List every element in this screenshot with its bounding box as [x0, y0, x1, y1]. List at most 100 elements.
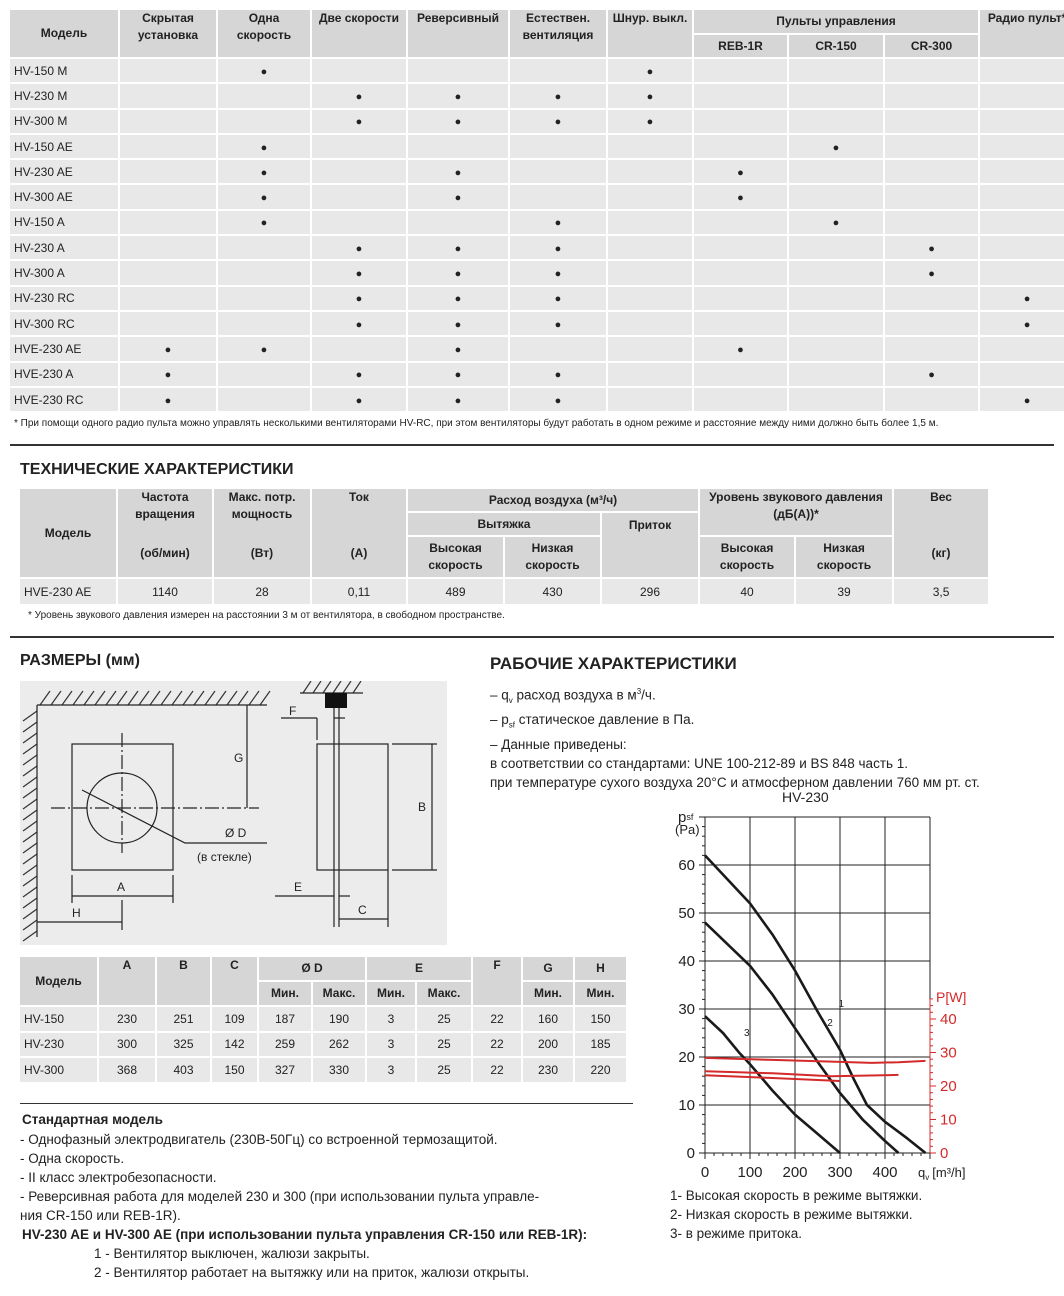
- dh-d: Ø D: [259, 957, 365, 980]
- pressure-curve-1: [704, 854, 927, 1155]
- feature-cell: [885, 286, 979, 310]
- model-cell: HVE-230 A: [10, 362, 118, 386]
- feature-cell: [885, 160, 979, 184]
- feature-cell: ●: [408, 236, 508, 260]
- feature-cell: [789, 337, 883, 361]
- col-two-speed: Две скорости: [312, 10, 406, 57]
- feature-mark: ●: [355, 90, 363, 103]
- dim-cell: 109: [212, 1007, 257, 1031]
- tech-table: Модель Частота вращения (об/мин) Макс. по…: [18, 487, 990, 606]
- perf-note-data: – Данные приведены:: [490, 736, 627, 752]
- feature-cell: [789, 387, 883, 412]
- feature-cell: [789, 185, 883, 209]
- dim-cell: HV-150: [20, 1007, 97, 1031]
- table-row: HV-230 300 325 142 259 262 3 25 22 200 185: [20, 1032, 627, 1056]
- feature-mark: ●: [164, 369, 172, 382]
- label-h: H: [72, 906, 81, 920]
- model-cell: HV-300 AE: [10, 185, 118, 209]
- feature-cell: [885, 134, 979, 159]
- label-g: G: [234, 751, 243, 765]
- feature-cell: [408, 134, 508, 159]
- table-row: HVE-230 AE ● ● ● ●: [10, 337, 1064, 361]
- feature-cell: [120, 236, 216, 260]
- feature-cell: ●: [408, 286, 508, 310]
- feature-cell: [218, 109, 310, 133]
- feature-cell: [789, 362, 883, 386]
- dim-cell: HV-300: [20, 1058, 97, 1082]
- t: q: [918, 1165, 925, 1180]
- y-tick-label: 10: [678, 1097, 695, 1114]
- divider: [10, 444, 1054, 446]
- t: p: [678, 809, 686, 826]
- dh-a: A: [99, 957, 155, 1005]
- feature-cell: [789, 261, 883, 285]
- feature-cell: [980, 84, 1064, 108]
- dim-cell: 230: [523, 1058, 574, 1082]
- dim-cell: 259: [259, 1032, 311, 1056]
- dim-cell: 22: [473, 1007, 522, 1031]
- feature-cell: [218, 261, 310, 285]
- feature-cell: [789, 84, 883, 108]
- dim-cell: 262: [313, 1032, 365, 1056]
- col-cr300: CR-300: [885, 35, 979, 57]
- feature-cell: ●: [312, 236, 406, 260]
- feature-mark: ●: [355, 116, 363, 129]
- feature-cell: ●: [789, 134, 883, 159]
- dimension-drawing: Ø D (в стекле) G A H B F E C: [20, 681, 447, 945]
- feature-cell: [980, 210, 1064, 235]
- th-current-unit: (А): [350, 546, 368, 560]
- dim-cell: 190: [313, 1007, 365, 1031]
- chart-legend: 1- Высокая скорость в режиме вытяжки. 2- …: [670, 1186, 922, 1243]
- label-e: E: [294, 880, 302, 894]
- feature-cell: [408, 59, 508, 83]
- dim-cell: 220: [575, 1058, 627, 1082]
- y-tick-label: 40: [678, 953, 695, 970]
- list-item: ния CR-150 или REB-1R).: [20, 1208, 181, 1223]
- curve-label: 3: [744, 1028, 750, 1039]
- th-power: Макс. потр. мощность (Вт): [214, 489, 310, 577]
- feature-mark: ●: [260, 65, 268, 78]
- feature-mark: ●: [454, 116, 462, 129]
- x-tick-label: 200: [782, 1164, 807, 1181]
- model-cell: HV-150 M: [10, 59, 118, 83]
- feature-mark: ●: [554, 369, 562, 382]
- feature-cell: [885, 59, 979, 83]
- feature-mark: ●: [355, 242, 363, 255]
- feature-mark: ●: [737, 166, 744, 179]
- feature-mark: ●: [454, 318, 462, 331]
- y2-axis-label: P[W]: [936, 989, 966, 1005]
- feature-cell: ●: [694, 160, 787, 184]
- feature-cell: [218, 387, 310, 412]
- x-tick-label: 0: [701, 1164, 709, 1181]
- perf-note-psf: – psf статическое давление в Па.: [490, 710, 980, 735]
- feature-cell: [980, 109, 1064, 133]
- feature-cell: [980, 261, 1064, 285]
- feature-cell: ●: [510, 311, 606, 336]
- feature-mark: ●: [554, 217, 562, 230]
- dim-cell: HV-230: [20, 1032, 97, 1056]
- pressure-curve-2: [704, 921, 900, 1154]
- feature-cell: [120, 210, 216, 235]
- tech-cell: 3,5: [894, 579, 989, 604]
- feature-cell: ●: [120, 362, 216, 386]
- feature-cell: [694, 210, 787, 235]
- feature-cell: [608, 210, 692, 235]
- feature-cell: ●: [218, 337, 310, 361]
- feature-mark: ●: [355, 394, 363, 407]
- dh-e-min: Мин.: [367, 982, 415, 1005]
- feature-cell: ●: [408, 337, 508, 361]
- dim-cell: 185: [575, 1032, 627, 1056]
- feature-mark: ●: [554, 268, 562, 281]
- table-row: HV-230 M ● ● ● ●: [10, 84, 1064, 108]
- feature-cell: [694, 261, 787, 285]
- feature-cell: [608, 185, 692, 209]
- feature-cell: ●: [694, 337, 787, 361]
- y2-tick-label: 30: [940, 1045, 957, 1062]
- feature-cell: [885, 109, 979, 133]
- feature-mark: ●: [1023, 394, 1031, 407]
- feature-cell: [510, 134, 606, 159]
- feature-cell: [789, 286, 883, 310]
- feature-mark: ●: [832, 141, 840, 154]
- col-natural: Естествен. вентиляция: [510, 10, 606, 57]
- th-exhaust-low: Низкая скорость: [505, 537, 600, 577]
